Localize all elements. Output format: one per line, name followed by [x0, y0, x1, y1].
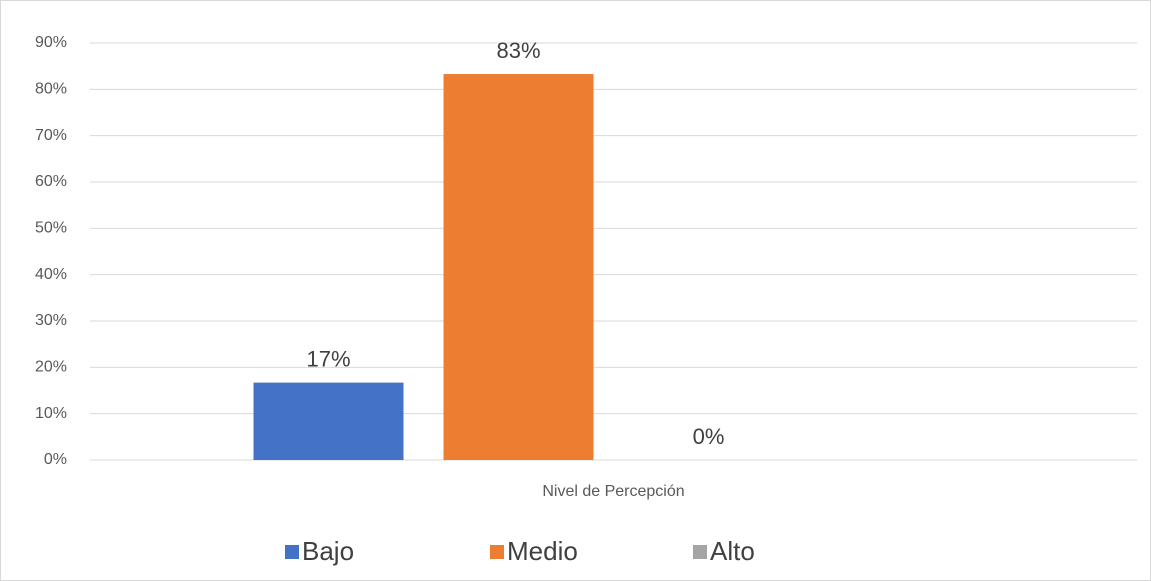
y-tick-label: 50% — [35, 220, 67, 237]
y-tick-label: 90% — [35, 34, 67, 51]
y-tick-label: 40% — [35, 266, 67, 283]
y-tick-label: 60% — [35, 173, 67, 190]
data-label: 0% — [693, 424, 725, 449]
y-tick-label: 70% — [35, 127, 67, 144]
legend-label: Alto — [710, 536, 755, 566]
y-tick-label: 30% — [35, 312, 67, 329]
legend-swatch — [285, 545, 299, 559]
legend-swatch — [490, 545, 504, 559]
bar — [253, 382, 404, 460]
y-tick-label: 0% — [44, 451, 67, 468]
legend-swatch — [693, 545, 707, 559]
y-tick-label: 80% — [35, 81, 67, 98]
legend-label: Medio — [507, 536, 578, 566]
x-tick-label: Nivel de Percepción — [542, 483, 684, 500]
y-tick-label: 10% — [35, 405, 67, 422]
legend-label: Bajo — [302, 536, 354, 566]
data-label: 17% — [306, 346, 350, 371]
y-tick-label: 20% — [35, 359, 67, 376]
bar — [443, 74, 594, 460]
data-label: 83% — [496, 38, 540, 63]
